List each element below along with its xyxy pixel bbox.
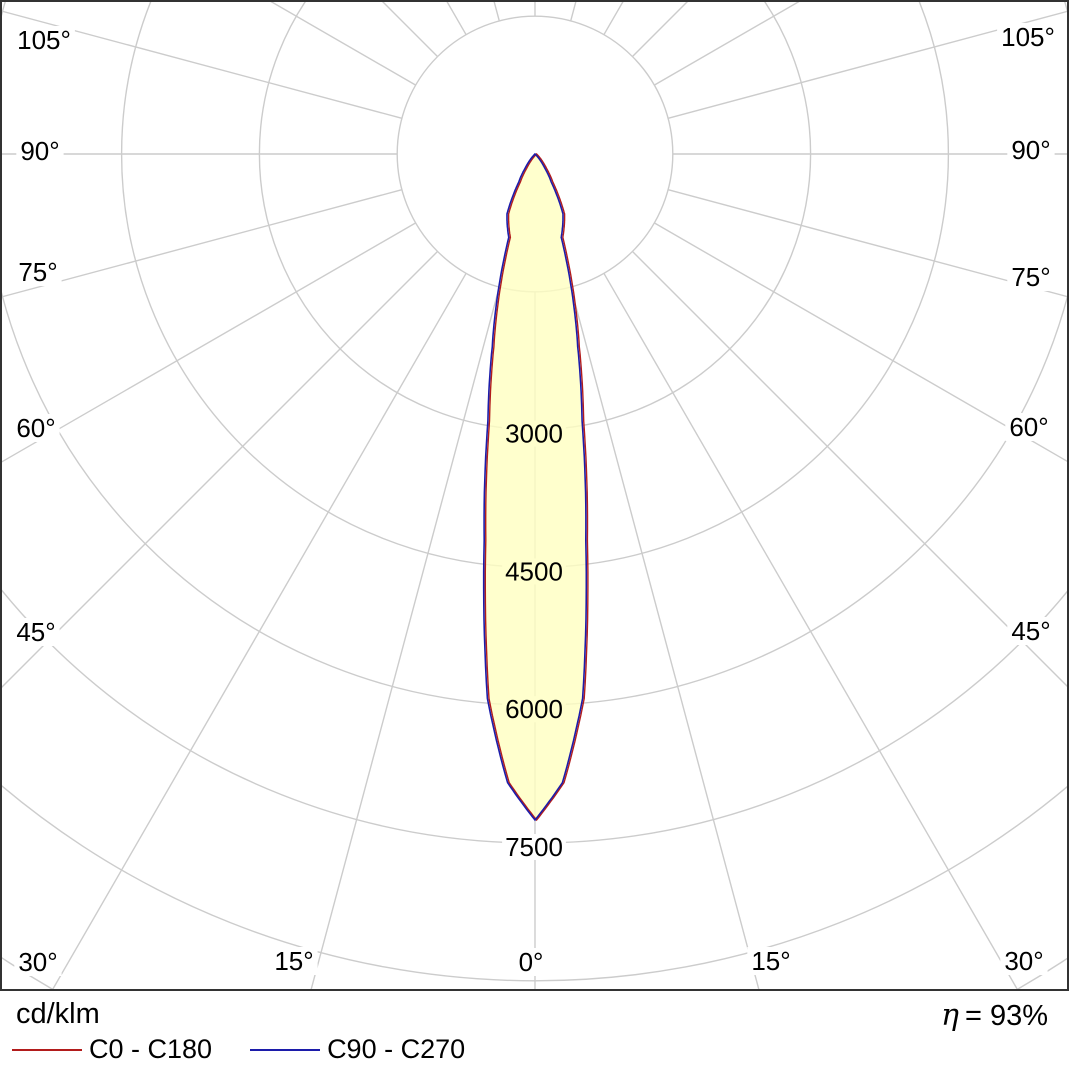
polar-ray	[653, 222, 1068, 463]
angle-label-bg	[14, 258, 62, 286]
legend-item-c90-c270: C90 - C270	[250, 1034, 465, 1065]
polar-ray	[667, 10, 1068, 119]
polar-ray	[52, 272, 467, 989]
angle-label: 45°	[1011, 616, 1050, 646]
c90-c270-curve	[482, 152, 588, 822]
ring-labels: 3000 4500 6000 7500	[505, 419, 563, 862]
legend-line-c90-c270-icon	[250, 1048, 321, 1051]
angle-label-bg	[12, 618, 60, 646]
legend-label-c90-c270: C90 - C270	[327, 1034, 466, 1064]
polar-photometric-chart: 3000 4500 6000 7500 105° 90° 75° 60° 45° 30° 15° 0°…	[0, 0, 1069, 991]
angle-label-bg	[514, 948, 548, 976]
angle-label: 75°	[18, 257, 57, 287]
angle-label: 105°	[17, 25, 71, 55]
polar-ray	[570, 286, 760, 989]
ring-label-bg	[502, 834, 566, 860]
angle-label: 75°	[1011, 262, 1050, 292]
eta-symbol: η	[940, 998, 959, 1033]
angle-label-bg	[1007, 263, 1055, 291]
angle-label: 60°	[16, 413, 55, 443]
chart-footer: cd/klm η = 93% C0 - C180 C90 - C270	[0, 992, 1074, 1069]
angle-label-bg	[270, 947, 318, 975]
ring-label: 7500	[505, 832, 563, 862]
angle-label-bg	[1007, 136, 1055, 164]
ring-label: 3000	[505, 419, 563, 449]
units-label: cd/klm	[16, 998, 100, 1030]
angle-label: 15°	[751, 946, 790, 976]
efficiency-label: η = 93%	[941, 998, 1048, 1033]
angle-label-bg	[1005, 413, 1053, 441]
angle-label-bg	[747, 947, 795, 975]
c0-c180-curve	[484, 153, 589, 822]
efficiency-value: = 93%	[964, 1000, 1048, 1032]
angle-label: 45°	[16, 617, 55, 647]
ring-label: 6000	[505, 694, 563, 724]
angle-label: 30°	[18, 947, 57, 977]
polar-ray	[603, 272, 1018, 989]
angle-label: 30°	[1004, 946, 1043, 976]
angle-label: 15°	[274, 946, 313, 976]
beam-area	[483, 154, 587, 820]
polar-ray	[2, 189, 403, 298]
angle-label-bg	[997, 23, 1059, 51]
angle-label-bg	[1007, 617, 1055, 645]
legend: C0 - C180 C90 - C270	[12, 1034, 465, 1065]
angle-label-bg	[14, 948, 62, 976]
angle-label: 105°	[1001, 22, 1055, 52]
angle-label-bg	[12, 414, 60, 442]
polar-ray	[2, 10, 403, 119]
legend-item-c0-c180: C0 - C180	[12, 1034, 212, 1065]
polar-ray	[310, 286, 500, 989]
angle-labels: 105° 90° 75° 60° 45° 30° 15° 0° 15° 30° 45° 60° 75° 9…	[12, 22, 1059, 977]
angle-label-bg	[13, 26, 75, 54]
angle-label: 90°	[20, 136, 59, 166]
angle-label: 90°	[1011, 135, 1050, 165]
polar-ray	[2, 222, 417, 463]
plot-border	[0, 0, 1069, 991]
ring-label: 4500	[505, 556, 563, 586]
angle-label-bg	[16, 137, 64, 165]
polar-ray	[667, 189, 1068, 298]
legend-line-c0-c180-icon	[12, 1048, 82, 1051]
angle-label: 60°	[1009, 412, 1048, 442]
angle-label: 0°	[519, 947, 544, 977]
legend-label-c0-c180: C0 - C180	[89, 1034, 213, 1064]
angle-label-bg	[1000, 947, 1048, 975]
